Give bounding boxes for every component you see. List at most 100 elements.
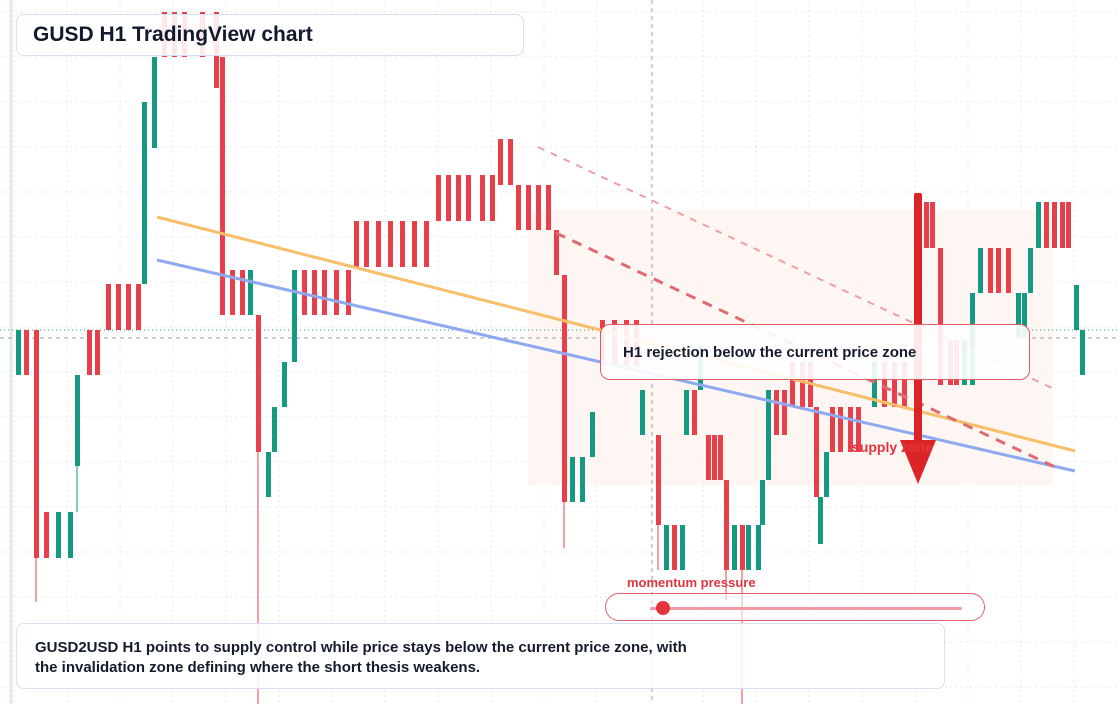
candle-body [266, 452, 271, 497]
candle-body [446, 175, 451, 221]
caption-line-1: GUSD2USD H1 points to supply control whi… [35, 639, 687, 656]
candle-body [292, 270, 297, 362]
candle-body [760, 480, 765, 525]
candle-body [1066, 202, 1071, 248]
candle-body [718, 435, 723, 480]
candle-body [692, 390, 697, 435]
momentum-meter-track [650, 607, 962, 610]
candle-body [334, 270, 339, 315]
candle-body [400, 221, 405, 267]
momentum-meter[interactable] [605, 593, 985, 621]
candle-body [95, 330, 100, 375]
candle-body [1016, 293, 1021, 338]
candle-body [412, 221, 417, 267]
candle-body [590, 412, 595, 457]
candle-body [142, 102, 147, 284]
down-arrow-head [900, 440, 936, 484]
analysis-caption: GUSD2USD H1 points to supply control whi… [16, 623, 945, 689]
candle-body [152, 57, 157, 148]
candle-body [536, 185, 541, 230]
candle-body [872, 362, 877, 407]
candle-body [1036, 202, 1041, 248]
candle-body [436, 175, 441, 221]
candle-body [516, 185, 521, 230]
candle-body [1028, 248, 1033, 293]
candle-body [818, 497, 823, 544]
candle-body [848, 407, 853, 452]
candle-body [546, 185, 551, 230]
candle-body [364, 221, 369, 267]
candle-body [16, 330, 21, 375]
candle-body [322, 270, 327, 315]
candle-body [87, 330, 92, 375]
candle-body [1044, 202, 1049, 248]
candle-body [1080, 330, 1085, 375]
candle-body [790, 362, 795, 407]
candle-body [782, 390, 787, 435]
faint-dashed-trendline [537, 146, 1053, 389]
candle-body [938, 248, 943, 385]
candle-body [724, 480, 729, 570]
candle-body [924, 202, 929, 248]
candle-body [116, 284, 121, 330]
candle-body [996, 248, 1001, 293]
candle-body [68, 512, 73, 558]
candle-body [766, 390, 771, 480]
rejection-callout: H1 rejection below the current price zon… [600, 324, 1030, 380]
candle-body [1006, 248, 1011, 293]
candle-body [230, 270, 235, 315]
supply-zone-label: supply zone [852, 439, 933, 455]
candle-body [312, 270, 317, 315]
candle-body [126, 284, 131, 330]
candle-body [672, 525, 677, 570]
candle-body [1022, 293, 1027, 338]
chart-title: GUSD H1 TradingView chart [16, 14, 524, 56]
candle-body [680, 525, 685, 570]
candle-body [814, 407, 819, 497]
candle-body [424, 221, 429, 267]
candle-body [256, 315, 261, 452]
candle-body [830, 407, 835, 452]
candle-body [466, 175, 471, 221]
candle-body [480, 175, 485, 221]
candle-body [136, 284, 141, 330]
candle-body [346, 270, 351, 315]
candle-body [34, 330, 39, 558]
candle-body [376, 221, 381, 267]
candle-body [526, 185, 531, 230]
candle-body [1060, 202, 1065, 248]
momentum-meter-knob[interactable] [655, 601, 670, 615]
candle-body [570, 457, 575, 502]
candle-body [838, 407, 843, 452]
caption-line-2: the invalidation zone defining where the… [35, 659, 481, 676]
candle-body [756, 525, 761, 570]
candle-body [282, 362, 287, 407]
candle-body [746, 525, 751, 570]
candle-body [24, 330, 29, 375]
candle-body [240, 270, 245, 315]
candle-body [732, 525, 737, 570]
candle-body [554, 230, 559, 275]
candle-body [774, 390, 779, 435]
candle-body [664, 525, 669, 570]
candle-body [740, 525, 745, 570]
candle-body [824, 452, 829, 497]
candle-body [388, 221, 393, 267]
candle-body [106, 284, 111, 330]
candle-body [508, 139, 513, 185]
candle-body [856, 407, 861, 452]
candle-body [562, 275, 567, 502]
candle-body [456, 175, 461, 221]
down-arrow-shaft [914, 193, 922, 445]
candle-body [490, 175, 495, 221]
candle-body [580, 457, 585, 502]
candle-body [684, 390, 689, 435]
candle-body [75, 375, 80, 466]
momentum-meter-label: momentum pressure [627, 575, 756, 590]
candle-body [892, 362, 897, 407]
candle-body [640, 390, 645, 435]
candle-body [1074, 285, 1079, 330]
candle-body [706, 435, 711, 480]
candle-body [656, 435, 661, 525]
candle-body [882, 362, 887, 407]
